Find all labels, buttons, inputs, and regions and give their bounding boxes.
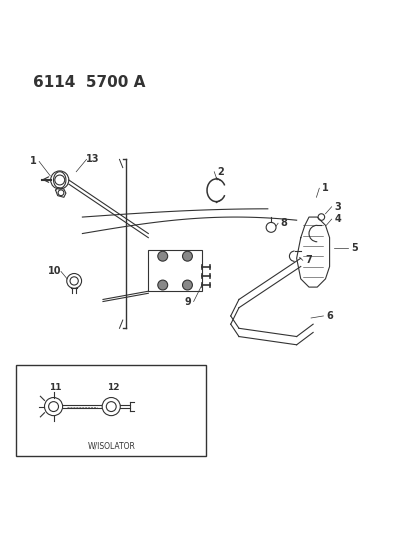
Circle shape [158,251,168,261]
Text: 6: 6 [326,311,333,321]
Text: 8: 8 [281,218,288,228]
Text: 10: 10 [48,266,61,277]
Text: 4: 4 [335,214,341,224]
Text: 6114  5700 A: 6114 5700 A [33,75,145,90]
Text: 5: 5 [351,243,358,253]
Text: 2: 2 [217,167,224,177]
Text: 9: 9 [184,296,191,306]
Bar [16,366,206,456]
Bar [148,250,202,291]
Text: 7: 7 [306,255,312,265]
Text: 11: 11 [49,383,62,392]
Circle shape [183,280,192,290]
Text: W/ISOLATOR: W/ISOLATOR [87,441,135,450]
Text: 1: 1 [322,183,329,193]
Text: 1: 1 [30,157,36,166]
Text: 12: 12 [107,383,119,392]
Text: 13: 13 [86,155,99,164]
Circle shape [183,251,192,261]
Text: 3: 3 [335,202,341,212]
Circle shape [158,280,168,290]
